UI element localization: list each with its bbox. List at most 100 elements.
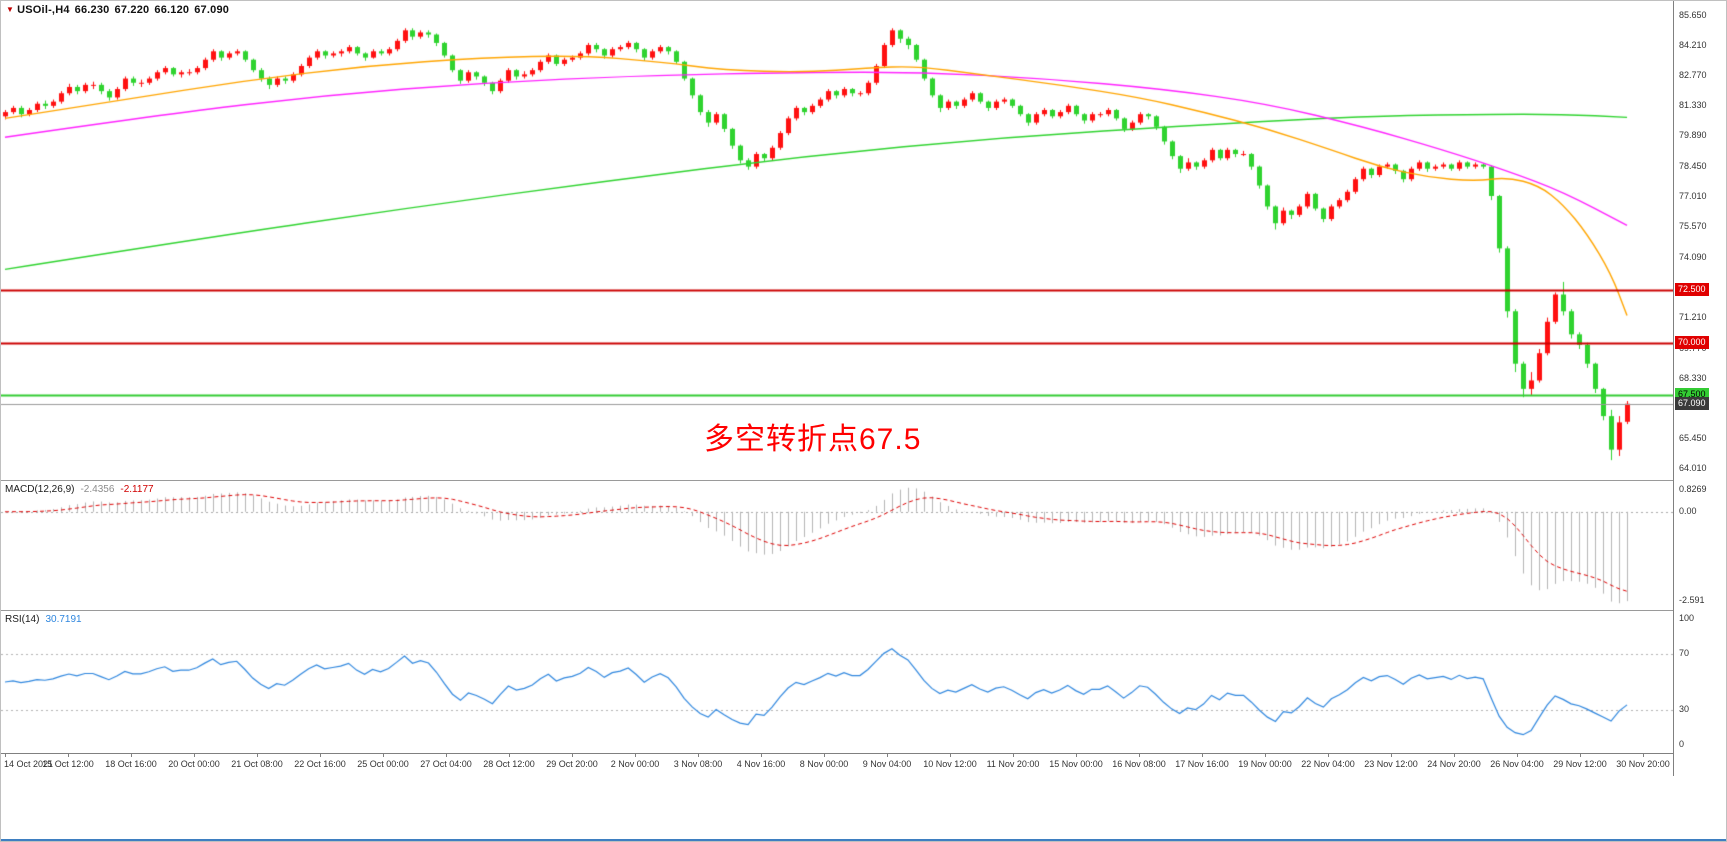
time-axis-label: 8 Nov 00:00 xyxy=(799,759,849,769)
time-axis-label: 22 Nov 04:00 xyxy=(1301,759,1355,769)
price-tick: 79.890 xyxy=(1679,130,1707,141)
time-tick xyxy=(1328,754,1329,757)
price-tick: 81.330 xyxy=(1679,100,1707,111)
macd-main-value: -2.4356 xyxy=(80,484,115,495)
rsi-canvas[interactable] xyxy=(1,611,1673,753)
time-axis-label: 18 Oct 16:00 xyxy=(105,759,157,769)
price-tick: 77.010 xyxy=(1679,190,1707,201)
macd-axis-min: -2.591 xyxy=(1679,595,1705,605)
time-tick xyxy=(383,754,384,757)
price-level-label: 72.500 xyxy=(1675,283,1709,297)
rsi-axis-30: 30 xyxy=(1679,704,1690,715)
price-tick: 75.570 xyxy=(1679,220,1707,231)
price-tick: 74.090 xyxy=(1679,251,1707,262)
symbol-marker-icon: ▼ xyxy=(6,5,15,14)
time-axis-label: 27 Oct 04:00 xyxy=(420,759,472,769)
time-axis-label: 25 Oct 00:00 xyxy=(357,759,409,769)
quote-close: 67.090 xyxy=(194,4,230,16)
time-tick xyxy=(68,754,69,757)
price-scale[interactable]: 85.650 84.210 82.770 81.330 79.890 78.450 77.0… xyxy=(1673,1,1726,776)
time-tick xyxy=(1202,754,1203,757)
rsi-axis-100: 100 xyxy=(1679,613,1695,623)
time-tick xyxy=(1517,754,1518,757)
macd-label: MACD(12,26,9) -2.4356 -2.1177 xyxy=(5,484,160,495)
time-tick xyxy=(257,754,258,757)
time-tick xyxy=(1013,754,1014,757)
time-axis-label: 30 Nov 20:00 xyxy=(1616,759,1670,769)
quote-high: 67.220 xyxy=(114,4,150,16)
time-axis-label: 21 Oct 08:00 xyxy=(231,759,283,769)
macd-axis-max: 0.8269 xyxy=(1679,484,1707,494)
time-tick xyxy=(950,754,951,757)
rsi-value: 30.7191 xyxy=(45,614,82,625)
window-bottom-edge xyxy=(1,839,1726,841)
quote-low: 66.120 xyxy=(154,4,190,16)
macd-signal-value: -2.1177 xyxy=(120,484,154,495)
symbol-timeframe-label: USOil-,H4 xyxy=(17,4,70,16)
time-tick xyxy=(1454,754,1455,757)
rsi-indicator-panel[interactable]: RSI(14) 30.7191 xyxy=(1,610,1673,753)
time-axis-label: 15 Oct 12:00 xyxy=(42,759,94,769)
macd-axis-zero: 0.00 xyxy=(1679,505,1697,516)
price-tick: 64.010 xyxy=(1679,463,1707,474)
time-tick xyxy=(887,754,888,757)
time-axis-label: 4 Nov 16:00 xyxy=(736,759,786,769)
price-tick: 82.770 xyxy=(1679,70,1707,80)
price-tick: 84.210 xyxy=(1679,39,1707,50)
price-chart-panel[interactable]: ▼ USOil-,H4 66.230 67.220 66.120 67.090 多空转折点… xyxy=(1,1,1673,479)
time-tick xyxy=(1076,754,1077,757)
time-tick xyxy=(1265,754,1266,757)
rsi-axis-70: 70 xyxy=(1679,647,1690,658)
price-level-label: 70.000 xyxy=(1675,335,1709,349)
time-tick xyxy=(572,754,573,757)
time-axis-label: 24 Nov 20:00 xyxy=(1427,759,1481,769)
time-axis-label: 11 Nov 20:00 xyxy=(986,759,1040,769)
turning-point-annotation: 多空转折点67.5 xyxy=(704,423,922,456)
time-axis-label: 29 Nov 12:00 xyxy=(1553,759,1607,769)
time-tick xyxy=(1139,754,1140,757)
macd-indicator-panel[interactable]: MACD(12,26,9) -2.4356 -2.1177 xyxy=(1,480,1673,610)
time-tick xyxy=(824,754,825,757)
time-axis-label: 3 Nov 08:00 xyxy=(673,759,723,769)
time-axis-label: 15 Nov 00:00 xyxy=(1049,759,1103,769)
time-tick xyxy=(1643,754,1644,757)
quote-open: 66.230 xyxy=(74,4,110,16)
time-axis-label: 10 Nov 12:00 xyxy=(923,759,977,769)
quote-bar: ▼ USOil-,H4 66.230 67.220 66.120 67.090 xyxy=(6,4,229,16)
time-axis-label: 23 Nov 12:00 xyxy=(1364,759,1418,769)
rsi-axis-0: 0 xyxy=(1679,739,1685,749)
time-axis[interactable]: 14 Oct 2021 15 Oct 12:00 18 Oct 16:00 20 Oc… xyxy=(1,753,1673,776)
time-tick xyxy=(5,754,6,757)
time-axis-label: 20 Oct 00:00 xyxy=(168,759,220,769)
time-axis-label: 2 Nov 00:00 xyxy=(610,759,660,769)
time-tick xyxy=(131,754,132,757)
price-tick: 68.330 xyxy=(1679,372,1707,383)
time-tick xyxy=(635,754,636,757)
time-tick xyxy=(1580,754,1581,757)
candlestick-chart-canvas[interactable] xyxy=(1,1,1673,479)
macd-name: MACD(12,26,9) xyxy=(5,484,75,495)
time-tick xyxy=(446,754,447,757)
price-tick: 71.210 xyxy=(1679,312,1707,323)
time-tick xyxy=(1391,754,1392,757)
time-axis-label: 29 Oct 20:00 xyxy=(546,759,598,769)
time-axis-label: 14 Oct 2021 xyxy=(4,759,54,769)
time-axis-label: 16 Nov 08:00 xyxy=(1112,759,1166,769)
time-axis-label: 22 Oct 16:00 xyxy=(294,759,346,769)
time-axis-label: 9 Nov 04:00 xyxy=(862,759,912,769)
time-axis-label: 17 Nov 16:00 xyxy=(1175,759,1229,769)
time-tick xyxy=(761,754,762,757)
rsi-name: RSI(14) xyxy=(5,614,40,625)
time-axis-label: 28 Oct 12:00 xyxy=(483,759,535,769)
time-tick xyxy=(698,754,699,757)
macd-canvas[interactable] xyxy=(1,481,1673,610)
time-tick xyxy=(509,754,510,757)
rsi-label: RSI(14) 30.7191 xyxy=(5,614,88,625)
time-tick xyxy=(320,754,321,757)
price-tick: 85.650 xyxy=(1679,9,1707,20)
price-tick: 78.450 xyxy=(1679,160,1707,171)
price-level-label: 67.090 xyxy=(1675,396,1709,410)
time-axis-label: 19 Nov 00:00 xyxy=(1238,759,1292,769)
time-axis-label: 26 Nov 04:00 xyxy=(1490,759,1544,769)
